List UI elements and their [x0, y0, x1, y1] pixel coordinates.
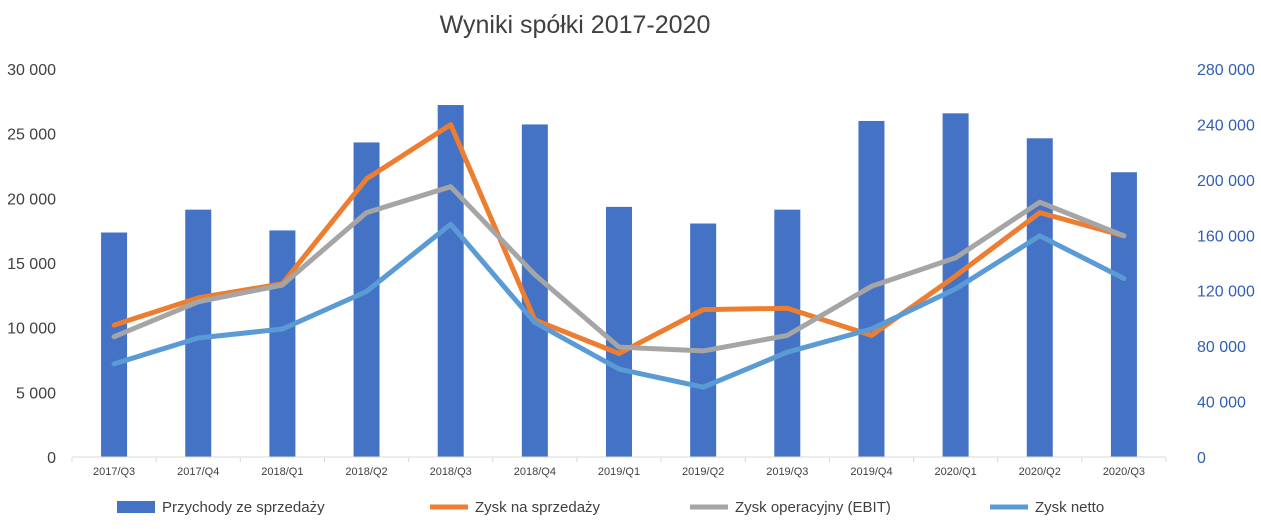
right-tick-label: 40 000: [1197, 395, 1246, 412]
right-tick-label: 120 000: [1197, 284, 1255, 301]
bar-2018-Q3: [437, 105, 464, 458]
right-tick-label: 280 000: [1197, 62, 1255, 79]
bar-2018-Q2: [353, 142, 380, 457]
legend-item-3: Zysk netto: [990, 499, 1104, 516]
x-tick-label: 2020/Q1: [935, 466, 977, 478]
x-tick-label: 2020/Q3: [1103, 466, 1145, 478]
left-tick-label: 25 000: [7, 127, 56, 144]
x-tick-label: 2018/Q1: [261, 466, 303, 478]
bar-2018-Q1: [269, 230, 296, 457]
left-tick-label: 30 000: [7, 62, 56, 79]
left-tick-label: 0: [47, 450, 56, 467]
legend-label: Zysk netto: [1035, 499, 1104, 516]
bar-series: [101, 105, 1137, 458]
x-tick-label: 2018/Q4: [514, 466, 556, 478]
legend-item-1: Zysk na sprzedaży: [430, 499, 601, 516]
right-tick-label: 200 000: [1197, 173, 1255, 190]
x-tick-label: 2017/Q4: [177, 466, 219, 478]
right-axis: 0 40 000 80 000 120 000 160 000 200 000 240 00…: [1197, 62, 1255, 467]
x-tick-label: 2018/Q3: [430, 466, 472, 478]
bar-2017-Q3: [101, 232, 128, 457]
left-tick-label: 20 000: [7, 191, 56, 208]
x-tick-label: 2017/Q3: [93, 466, 135, 478]
legend-swatch: [117, 501, 155, 513]
left-tick-label: 10 000: [7, 321, 56, 338]
bar-2017-Q4: [185, 209, 212, 457]
x-tick-label: 2019/Q1: [598, 466, 640, 478]
x-tick-label: 2019/Q4: [850, 466, 892, 478]
bar-2019-Q2: [690, 223, 717, 457]
legend-label: Przychody ze sprzedaży: [162, 499, 325, 516]
bar-2020-Q2: [1026, 138, 1053, 458]
left-tick-label: 15 000: [7, 256, 56, 273]
bar-2019-Q1: [606, 206, 632, 457]
right-tick-label: 240 000: [1197, 117, 1255, 134]
x-tick-label: 2019/Q3: [766, 466, 808, 478]
x-tick-label: 2019/Q2: [682, 466, 724, 478]
chart-title: Wyniki spółki 2017-2020: [440, 11, 711, 39]
x-tick-label: 2020/Q2: [1019, 466, 1061, 478]
x-axis: 2017/Q3 2017/Q4 2018/Q1 2018/Q2 2018/Q3 2018/…: [71, 457, 1167, 478]
series-line-3: [111, 221, 1127, 390]
bar-2018-Q4: [521, 124, 548, 457]
legend: Przychody ze sprzedaży Zysk na sprzedaży Z…: [117, 499, 1104, 516]
left-tick-label: 5 000: [16, 385, 56, 402]
legend-item-0: Przychody ze sprzedaży: [117, 499, 325, 516]
right-tick-label: 0: [1197, 450, 1206, 467]
legend-item-2: Zysk operacyjny (EBIT): [690, 499, 891, 516]
right-tick-label: 160 000: [1197, 228, 1255, 245]
line-series: [111, 122, 1127, 390]
left-axis: 0 5 000 10 000 15 000 20 000 25 000 30 000: [7, 62, 56, 467]
bar-2020-Q3: [1110, 172, 1137, 457]
legend-label: Zysk na sprzedaży: [475, 499, 601, 516]
right-tick-label: 80 000: [1197, 339, 1246, 356]
series-line-2: [111, 184, 1127, 354]
legend-label: Zysk operacyjny (EBIT): [735, 499, 891, 516]
x-tick-label: 2018/Q2: [345, 466, 387, 478]
